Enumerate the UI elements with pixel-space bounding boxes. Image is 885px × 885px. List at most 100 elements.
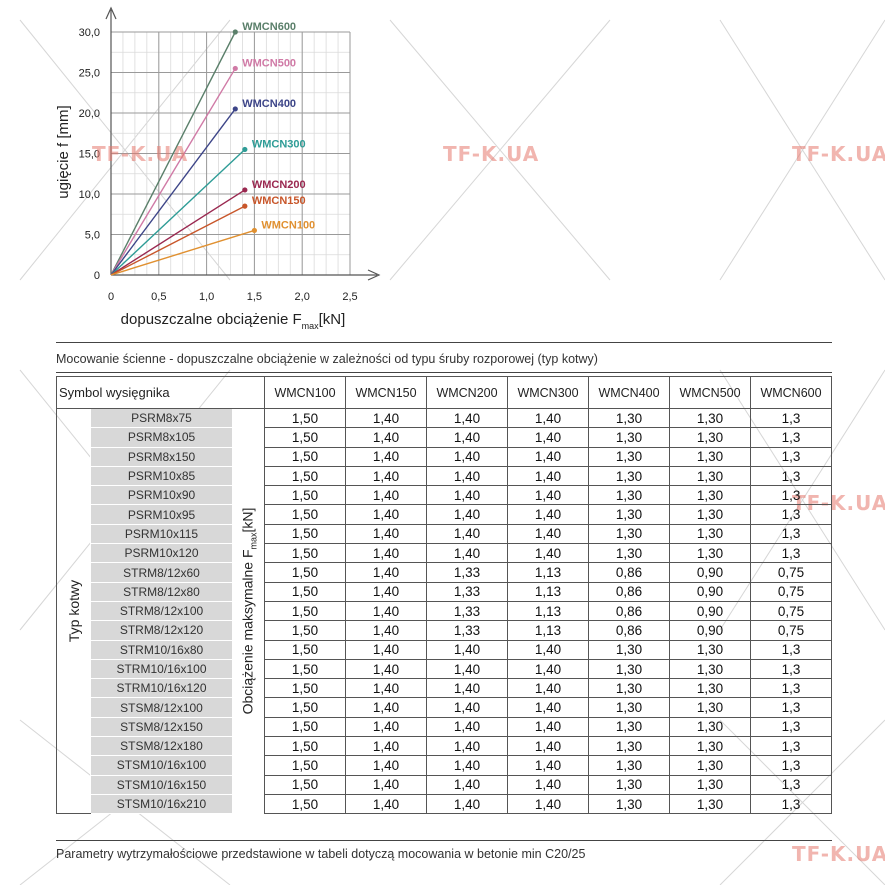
- table-row: PSRM10x95 1,50 1,40 1,40 1,40 1,30 1,30 1,3: [57, 504, 832, 525]
- load-value: 1,50: [264, 620, 346, 641]
- x-tick-label: 0,5: [151, 291, 166, 303]
- anchor-name: STSM8/12x100: [90, 697, 233, 718]
- load-value: 1,30: [588, 504, 670, 525]
- series-label: WMCN150: [252, 195, 306, 207]
- x-tick-label: 2,5: [342, 291, 357, 303]
- table-row: STRM8/12x100 1,50 1,40 1,33 1,13 0,86 0,90 0,75: [57, 600, 832, 622]
- table-row: PSRM8x150 1,50 1,40 1,40 1,40 1,30 1,30 1,3: [57, 446, 832, 467]
- load-value: 1,3: [750, 446, 832, 467]
- load-value: 1,30: [669, 716, 751, 738]
- anchor-name: PSRM10x115: [90, 523, 233, 545]
- table-row: PSRM10x120 1,50 1,40 1,40 1,40 1,30 1,30 1,3: [57, 543, 832, 564]
- load-value: 1,40: [345, 427, 427, 448]
- load-value: 1,40: [507, 678, 589, 699]
- load-value: 0,86: [588, 581, 670, 602]
- load-value: 1,40: [345, 697, 427, 718]
- load-value: 1,40: [507, 504, 589, 525]
- anchor-name: PSRM8x105: [90, 427, 233, 448]
- load-value: 0,86: [588, 600, 670, 622]
- load-value: 1,40: [507, 465, 589, 487]
- load-value: 1,40: [507, 639, 589, 660]
- load-value: 1,40: [345, 658, 427, 680]
- table-row: PSRM8x105 1,50 1,40 1,40 1,40 1,30 1,30 1,3: [57, 427, 832, 448]
- load-value: 1,30: [669, 427, 751, 448]
- load-value: 1,30: [588, 755, 670, 776]
- load-value: 1,3: [750, 639, 832, 660]
- load-value: 1,40: [426, 774, 508, 795]
- load-value: 0,86: [588, 562, 670, 583]
- x-axis-label: dopuszczalne obciążenie Fmax[kN]: [121, 311, 346, 331]
- series-line: [110, 148, 246, 276]
- load-value: 1,3: [750, 465, 832, 487]
- load-value: 1,50: [264, 465, 346, 487]
- table-row: STRM8/12x60 1,50 1,40 1,33 1,13 0,86 0,90 0,75: [57, 562, 832, 583]
- load-value: 1,3: [750, 427, 832, 448]
- load-value: 1,40: [507, 755, 589, 776]
- load-value: 1,3: [750, 793, 832, 815]
- load-value: 1,33: [426, 620, 508, 641]
- load-value: 1,30: [669, 523, 751, 545]
- anchor-name: STSM10/16x100: [90, 755, 233, 776]
- y-tick-label: 5,0: [85, 230, 100, 242]
- load-value: 0,75: [750, 581, 832, 602]
- series-label: WMCN100: [261, 219, 315, 231]
- chart-grid: [111, 31, 351, 275]
- load-value: 1,50: [264, 407, 346, 429]
- chart-ticks: 0 5,0 10,0 15,0 20,0 25,0 30,0 0 0,5 1,0 1,5 2,0 2,5: [79, 27, 358, 303]
- load-value: 1,40: [345, 620, 427, 641]
- load-value: 1,50: [264, 658, 346, 680]
- load-value: 1,3: [750, 697, 832, 718]
- title-rule: [56, 372, 832, 373]
- column-header: WMCN150: [345, 376, 427, 409]
- load-value: 1,40: [507, 407, 589, 429]
- load-value: 1,30: [588, 523, 670, 545]
- series-line: [110, 31, 236, 276]
- anchor-name: STRM10/16x80: [90, 639, 233, 660]
- load-value: 1,50: [264, 427, 346, 448]
- load-value: 1,30: [669, 755, 751, 776]
- load-value: 1,40: [426, 523, 508, 545]
- load-value: 1,3: [750, 407, 832, 429]
- load-value: 1,40: [426, 697, 508, 718]
- load-value: 1,30: [669, 465, 751, 487]
- y-tick-label: 25,0: [79, 68, 100, 80]
- load-value: 1,50: [264, 446, 346, 467]
- load-value: 1,40: [345, 581, 427, 602]
- column-header: WMCN200: [426, 376, 508, 409]
- series-line: [110, 205, 246, 276]
- series-end-point: [232, 65, 238, 72]
- load-value: 1,40: [426, 755, 508, 776]
- load-value: 0,75: [750, 620, 832, 641]
- load-value: 1,30: [669, 793, 751, 815]
- series-line: [110, 68, 236, 276]
- anchor-name: PSRM10x120: [90, 543, 233, 564]
- load-value: 1,30: [669, 736, 751, 757]
- load-value: 1,30: [669, 407, 751, 429]
- column-header: WMCN400: [588, 376, 670, 409]
- series-label: WMCN300: [252, 138, 306, 150]
- load-value: 1,40: [507, 774, 589, 795]
- watermark-text: TF-K.UA: [443, 142, 540, 166]
- load-value: 1,40: [507, 658, 589, 680]
- table-row: STSM10/16x210 1,50 1,40 1,40 1,40 1,30 1,30 1,3: [57, 793, 832, 815]
- load-value: 1,40: [507, 485, 589, 506]
- load-value: 1,40: [507, 523, 589, 545]
- load-value: 1,30: [669, 678, 751, 699]
- load-value: 1,30: [669, 446, 751, 467]
- anchor-name: PSRM8x150: [90, 446, 233, 467]
- load-value: 1,50: [264, 716, 346, 738]
- load-value: 0,86: [588, 620, 670, 641]
- load-value: 1,40: [345, 639, 427, 660]
- load-value: 1,3: [750, 736, 832, 757]
- load-value: 0,90: [669, 620, 751, 641]
- x-axis-label-main: dopuszczalne obciążenie F: [121, 311, 302, 328]
- load-value: 1,3: [750, 485, 832, 506]
- load-label: Obciążenie maksymalne Fmax[kN]: [239, 508, 258, 715]
- load-value: 1,40: [345, 407, 427, 429]
- load-value: 1,40: [345, 465, 427, 487]
- table-row: STRM10/16x100 1,50 1,40 1,40 1,40 1,30 1,30 1,3: [57, 658, 832, 680]
- anchor-name: STRM8/12x100: [90, 600, 233, 622]
- load-value: 1,30: [588, 639, 670, 660]
- load-value: 1,30: [669, 639, 751, 660]
- load-value: 1,30: [669, 485, 751, 506]
